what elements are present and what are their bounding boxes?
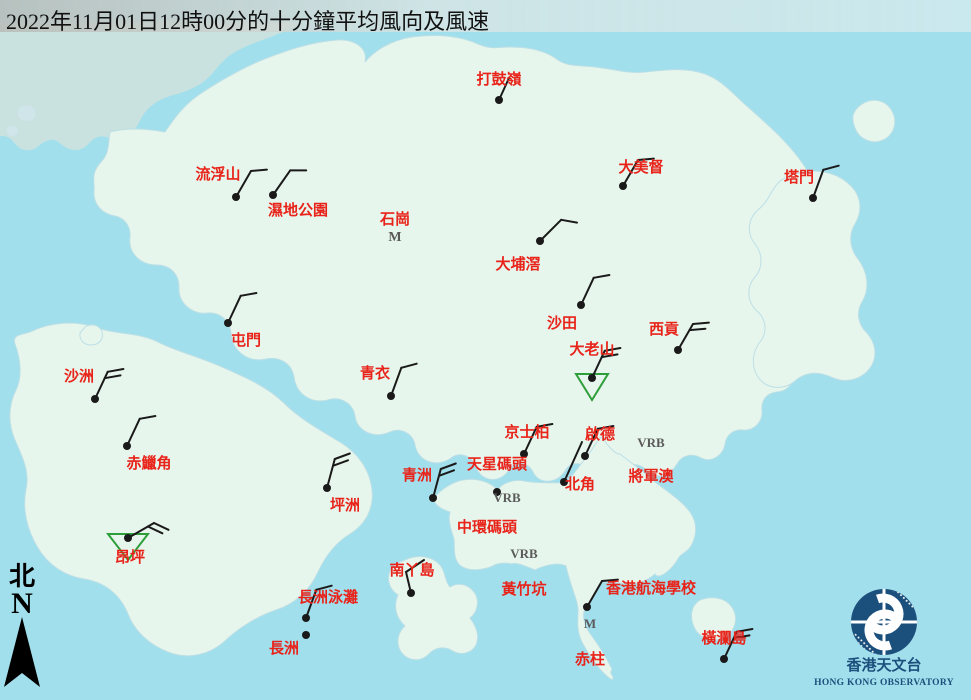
svg-text:大老山: 大老山 — [569, 340, 614, 358]
svg-text:京士柏: 京士柏 — [504, 423, 549, 441]
svg-text:濕地公園: 濕地公園 — [268, 201, 328, 219]
svg-text:沙洲: 沙洲 — [64, 368, 94, 385]
svg-text:赤鱲角: 赤鱲角 — [126, 454, 171, 472]
svg-text:昂坪: 昂坪 — [115, 549, 145, 566]
svg-text:天星碼頭: 天星碼頭 — [467, 456, 528, 473]
svg-text:青洲: 青洲 — [402, 466, 432, 484]
svg-text:N: N — [11, 587, 33, 620]
svg-text:流浮山: 流浮山 — [195, 165, 240, 183]
svg-text:長洲: 長洲 — [269, 640, 299, 657]
svg-text:黃竹坑: 黃竹坑 — [501, 580, 546, 598]
svg-text:青衣: 青衣 — [360, 364, 390, 382]
svg-text:大美督: 大美督 — [618, 158, 663, 176]
svg-text:大埔滘: 大埔滘 — [495, 255, 540, 273]
svg-text:香港航海學校: 香港航海學校 — [606, 579, 697, 597]
svg-text:石崗: 石崗 — [379, 210, 410, 228]
svg-text:屯門: 屯門 — [231, 331, 261, 349]
svg-text:啟德: 啟德 — [585, 425, 615, 443]
svg-text:坪洲: 坪洲 — [330, 497, 360, 514]
svg-text:中環碼頭: 中環碼頭 — [457, 518, 518, 536]
svg-text:HONG KONG OBSERVATORY: HONG KONG OBSERVATORY — [814, 678, 954, 688]
svg-text:南丫島: 南丫島 — [389, 561, 434, 579]
svg-text:橫瀾島: 橫瀾島 — [701, 629, 746, 647]
svg-text:VRB: VRB — [637, 435, 665, 450]
svg-text:將軍澳: 將軍澳 — [628, 467, 674, 485]
svg-text:M: M — [388, 230, 401, 245]
svg-text:VRB: VRB — [510, 546, 538, 561]
svg-text:香港天文台: 香港天文台 — [846, 656, 921, 674]
svg-text:西貢: 西貢 — [649, 321, 679, 338]
svg-text:北角: 北角 — [565, 475, 595, 493]
svg-text:塔門: 塔門 — [784, 168, 814, 186]
svg-text:赤柱: 赤柱 — [575, 650, 605, 668]
svg-text:打鼓嶺: 打鼓嶺 — [476, 70, 521, 88]
svg-text:長洲泳灘: 長洲泳灘 — [298, 588, 358, 606]
svg-text:M: M — [584, 616, 596, 631]
svg-text:VRB: VRB — [493, 490, 521, 505]
svg-text:沙田: 沙田 — [547, 315, 577, 332]
